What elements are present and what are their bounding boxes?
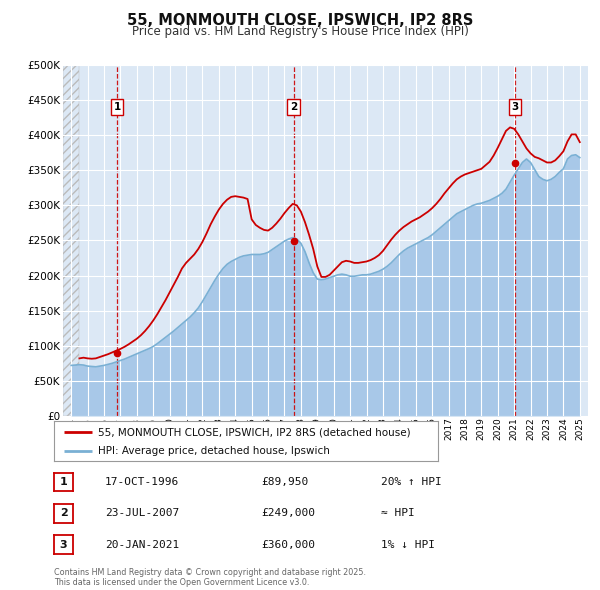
Text: HPI: Average price, detached house, Ipswich: HPI: Average price, detached house, Ipsw…: [98, 445, 330, 455]
Text: This data is licensed under the Open Government Licence v3.0.: This data is licensed under the Open Gov…: [54, 578, 310, 587]
Text: 3: 3: [60, 540, 67, 549]
Text: 3: 3: [511, 102, 518, 112]
Text: 20% ↑ HPI: 20% ↑ HPI: [381, 477, 442, 487]
Text: 1: 1: [60, 477, 67, 487]
Text: Contains HM Land Registry data © Crown copyright and database right 2025.: Contains HM Land Registry data © Crown c…: [54, 568, 366, 577]
Text: 55, MONMOUTH CLOSE, IPSWICH, IP2 8RS (detached house): 55, MONMOUTH CLOSE, IPSWICH, IP2 8RS (de…: [98, 427, 411, 437]
Text: 2: 2: [290, 102, 297, 112]
Text: ≈ HPI: ≈ HPI: [381, 509, 415, 518]
Text: 20-JAN-2021: 20-JAN-2021: [105, 540, 179, 549]
Text: 55, MONMOUTH CLOSE, IPSWICH, IP2 8RS: 55, MONMOUTH CLOSE, IPSWICH, IP2 8RS: [127, 13, 473, 28]
Text: 17-OCT-1996: 17-OCT-1996: [105, 477, 179, 487]
Text: £360,000: £360,000: [261, 540, 315, 549]
Text: Price paid vs. HM Land Registry's House Price Index (HPI): Price paid vs. HM Land Registry's House …: [131, 25, 469, 38]
Text: 1: 1: [113, 102, 121, 112]
Text: £249,000: £249,000: [261, 509, 315, 518]
Text: 1% ↓ HPI: 1% ↓ HPI: [381, 540, 435, 549]
Text: 2: 2: [60, 509, 67, 518]
Text: £89,950: £89,950: [261, 477, 308, 487]
Text: 23-JUL-2007: 23-JUL-2007: [105, 509, 179, 518]
